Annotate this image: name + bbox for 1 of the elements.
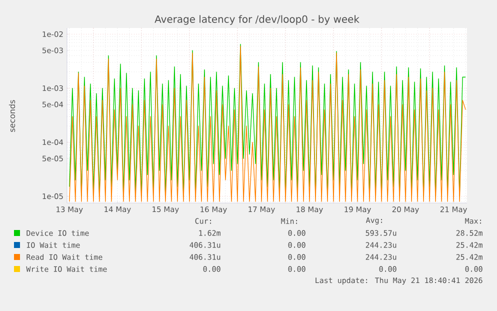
- chart-title: Average latency for /dev/loop0 - by week: [154, 15, 360, 25]
